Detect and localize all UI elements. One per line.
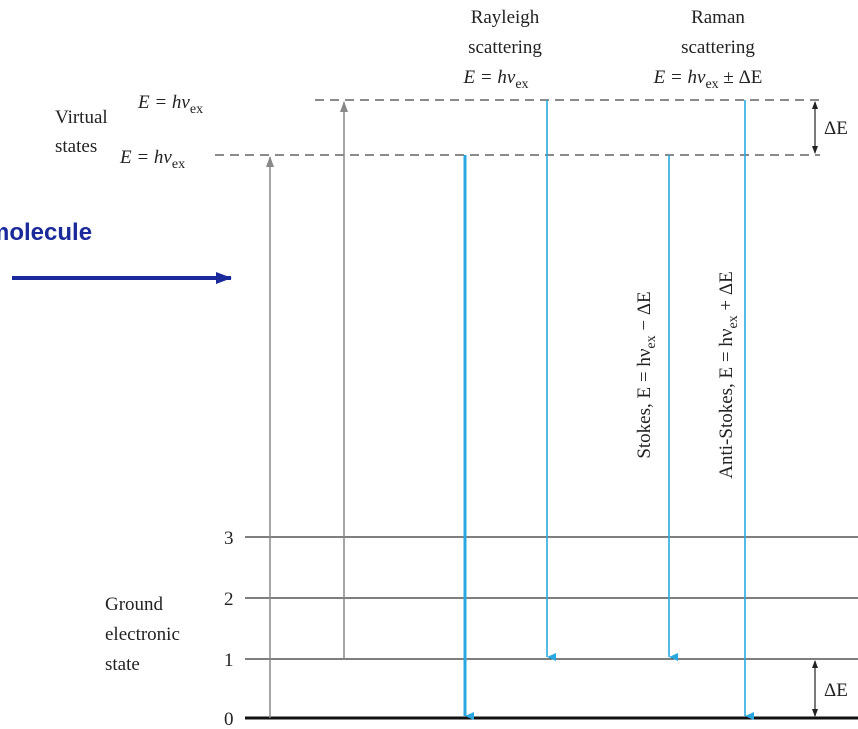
text-part: Anti-Stokes, E = hν [716,328,737,479]
text-part: E = hν [462,67,515,88]
delta-label: ΔE [824,118,848,139]
formula: E = hνex ± ΔE [653,67,763,92]
level-label: 1 [224,650,234,671]
text-part: E = hν [137,92,190,113]
rayleigh-header: Rayleigh scattering E = hνex [462,7,542,92]
incoming-label: molecule [0,219,92,246]
text-part: Stokes, E = hν [634,348,655,458]
text-part: ex [172,157,185,172]
text: states [55,136,97,157]
text-part: ex [726,315,741,328]
text: state [105,654,140,675]
text-part: ex [644,335,659,348]
level-label: 0 [224,709,234,729]
text: Ground [105,594,164,615]
formula: E = hνex [119,147,185,172]
text: Virtual [55,107,108,128]
text: scattering [468,37,542,58]
text-part: − ΔE [634,291,655,335]
text: Rayleigh [471,7,540,28]
stokes-label: Stokes, E = hνex − ΔE [634,291,659,458]
text-part: + ΔE [716,271,737,315]
text: electronic [105,624,180,645]
text-part: ex [190,102,203,117]
delta-label: ΔE [824,680,848,701]
level-label: 3 [224,528,234,549]
text: Raman [691,7,745,28]
formula: E = hνex [462,67,528,92]
text-part: ex [515,77,528,92]
text-part: E = hν [653,67,706,88]
text-part: ex [705,77,718,92]
level-label: 2 [224,589,234,610]
text-part: E = hν [119,147,172,168]
raman-header: Raman scattering E = hνex ± ΔE [653,7,763,92]
anti-stokes-label: Anti-Stokes, E = hνex + ΔE [716,271,741,478]
formula: E = hνex [137,92,203,117]
text-part: ± ΔE [719,67,763,88]
text: scattering [681,37,755,58]
